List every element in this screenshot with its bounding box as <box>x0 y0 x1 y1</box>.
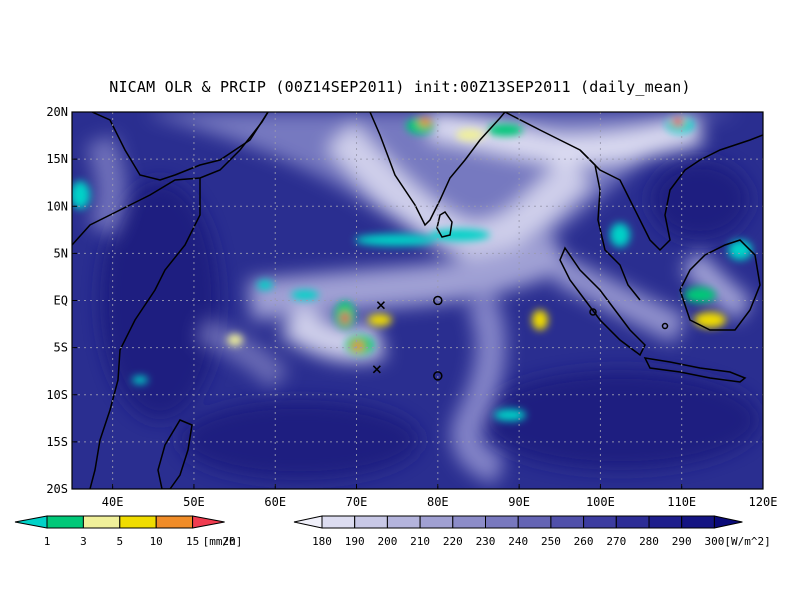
lat-tick-label: 15S <box>46 435 68 449</box>
colorbar-label: 300 <box>704 535 724 548</box>
colorbar-swatch <box>386 515 421 529</box>
colorbar-min-arrow <box>14 515 48 529</box>
colorbar-label: 3 <box>80 535 87 548</box>
colorbar-label: 240 <box>508 535 528 548</box>
colorbar-unit: [W/m^2] <box>724 535 770 548</box>
olr-colorbar: 180 190 200 210 220 230 240 250 260 270 280 290 300[… <box>293 515 771 548</box>
colorbar-label: 180 <box>312 535 332 548</box>
colorbar-swatch <box>485 515 519 529</box>
colorbar-label: 290 <box>672 535 692 548</box>
colorbar-min-arrow <box>293 515 323 529</box>
colorbar-swatch <box>681 515 715 529</box>
lon-tick-label: 110E <box>667 495 696 509</box>
longitude-axis: 40E 50E 60E 70E 80E 90E 100E 110E 120E <box>102 484 778 509</box>
colorbar-unit: [mm/h] <box>203 535 243 548</box>
map-title: NICAM OLR & PRCIP (00Z14SEP2011) init:00… <box>109 78 691 96</box>
colorbar-label: 230 <box>476 535 496 548</box>
colorbar-label: 10 <box>150 535 163 548</box>
gridlines <box>72 112 763 489</box>
circle-marker <box>433 371 443 381</box>
colorbar-label: 15 <box>186 535 199 548</box>
colorbar-swatch <box>583 515 617 529</box>
lon-tick-label: 40E <box>102 495 124 509</box>
colorbar-swatch <box>354 515 388 529</box>
lat-tick-label: 20N <box>46 105 68 119</box>
precip-colorbar: 1 3 5 10 15 20[mm/h] <box>14 515 243 548</box>
colorbar-max-arrow <box>192 515 225 529</box>
lat-tick-label: 10N <box>46 199 68 213</box>
colorbar-label: 20 <box>222 535 235 548</box>
lat-tick-label: 20S <box>46 482 68 496</box>
colorbar-swatch <box>46 515 84 529</box>
lon-tick-label: 70E <box>346 495 368 509</box>
colorbar-label: 210 <box>410 535 430 548</box>
circle-marker <box>433 295 443 306</box>
lon-tick-label: 60E <box>264 495 286 509</box>
colorbar-label: 220 <box>443 535 463 548</box>
colorbar-swatch <box>82 515 121 529</box>
colorbar-label: 5 <box>116 535 123 548</box>
colorbar-swatch <box>419 515 454 529</box>
x-marker <box>372 365 381 374</box>
lat-tick-label: 10S <box>46 388 68 402</box>
precip-cells <box>72 117 752 421</box>
markers <box>372 295 443 381</box>
colorbar-swatch <box>321 515 356 529</box>
lat-tick-label: 5S <box>54 341 68 355</box>
colorbar-swatch <box>550 515 585 529</box>
lon-tick-label: 100E <box>586 495 615 509</box>
colorbar-label: 280 <box>639 535 659 548</box>
low-cloud-patches <box>100 160 760 480</box>
olr-field <box>72 112 763 489</box>
colorbar-swatch <box>155 515 194 529</box>
colorbar-swatch <box>119 515 157 529</box>
lat-tick-label: 15N <box>46 152 68 166</box>
x-marker <box>376 301 385 310</box>
colorbar-swatch <box>648 515 683 529</box>
colorbar-max-arrow <box>713 515 743 529</box>
colorbar-label: 1 <box>44 535 51 548</box>
lat-tick-label: EQ <box>54 294 68 308</box>
coastlines <box>72 112 763 489</box>
colorbar-swatch <box>517 515 552 529</box>
lon-tick-label: 120E <box>749 495 778 509</box>
colorbar-label: 200 <box>377 535 397 548</box>
lon-tick-label: 80E <box>427 495 449 509</box>
colorbar-label: 250 <box>541 535 561 548</box>
colorbar-label: 260 <box>574 535 594 548</box>
lon-tick-label: 50E <box>183 495 205 509</box>
lat-tick-label: 5N <box>54 246 68 260</box>
lon-tick-label: 90E <box>508 495 530 509</box>
colorbar-label: 270 <box>606 535 626 548</box>
colorbar-swatch <box>452 515 486 529</box>
colorbar-label: 190 <box>345 535 365 548</box>
latitude-axis: 20N 15N 10N 5N EQ 5S 10S 15S 20S <box>46 105 77 496</box>
colorbar-swatch <box>615 515 650 529</box>
